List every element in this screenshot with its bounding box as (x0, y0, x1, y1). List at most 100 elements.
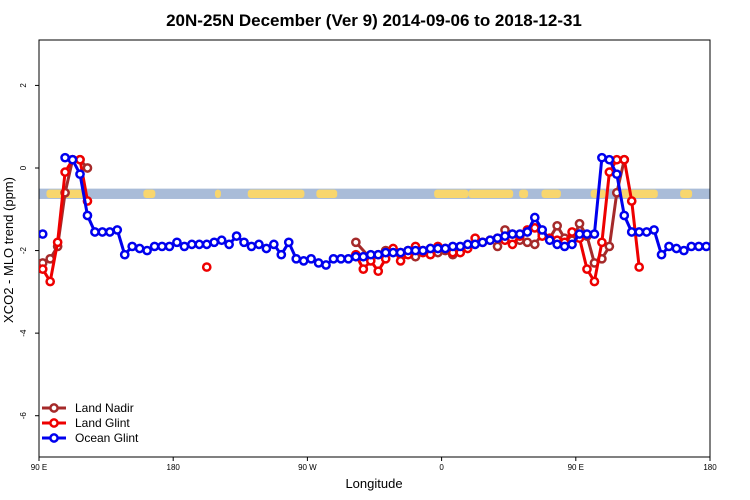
map-strip (39, 188, 710, 199)
legend-label: Land Glint (75, 416, 130, 430)
data-point-ocean-glint (634, 227, 645, 237)
legend-label: Land Nadir (75, 401, 134, 415)
data-point-ocean-glint (39, 229, 48, 239)
data-point-ocean-glint (298, 256, 309, 266)
data-point-ocean-glint (194, 239, 205, 250)
data-point-ocean-glint (313, 258, 324, 268)
data-point-ocean-glint (60, 152, 70, 163)
y-tick-label: -6 (19, 412, 28, 420)
data-point-ocean-glint (447, 241, 458, 252)
data-point-land-glint (611, 154, 622, 165)
data-point-land-nadir (604, 241, 615, 252)
data-point-ocean-glint (470, 239, 480, 250)
data-point-land-glint (619, 154, 630, 165)
y-axis: 2 0 -2 -4 -6 (19, 83, 39, 420)
y-tick-label: -2 (19, 246, 28, 254)
data-point-ocean-glint (351, 251, 361, 262)
data-point-land-glint (604, 167, 615, 177)
data-point-ocean-glint (172, 237, 182, 248)
data-point-ocean-glint (701, 241, 710, 252)
data-point-land-glint (634, 262, 645, 272)
data-point-ocean-glint (425, 243, 436, 254)
y-axis-label: XCO2 - MLO trend (ppm) (1, 177, 16, 323)
data-point-ocean-glint (619, 210, 630, 221)
data-point-ocean-glint (365, 249, 376, 260)
data-point-land-glint (60, 167, 70, 177)
map-strip-land (316, 189, 338, 198)
data-point-land-glint (582, 264, 592, 274)
map-strip-land (620, 189, 658, 198)
map-strip-land (468, 189, 514, 198)
data-point-land-glint (201, 262, 212, 272)
map-strip-land (214, 189, 221, 198)
x-tick-label: 90 E (568, 463, 584, 472)
data-point-land-nadir (529, 239, 540, 250)
y-tick-label: 2 (19, 83, 28, 88)
data-point-ocean-glint (186, 239, 197, 250)
data-point-ocean-glint (75, 169, 85, 180)
legend-marker (49, 403, 59, 413)
data-point-ocean-glint (403, 245, 413, 256)
data-point-land-glint (597, 237, 607, 248)
series-layer (39, 152, 710, 287)
data-point-land-glint (39, 264, 48, 274)
data-point-ocean-glint (119, 249, 130, 260)
data-point-ocean-glint (90, 227, 100, 237)
data-point-ocean-glint (104, 227, 115, 237)
legend-marker (49, 433, 59, 443)
data-point-ocean-glint (179, 241, 190, 252)
data-point-land-nadir (522, 237, 533, 248)
data-point-ocean-glint (656, 249, 667, 260)
legend-marker (49, 418, 59, 428)
map-strip-land (519, 189, 529, 198)
data-point-ocean-glint (485, 235, 495, 246)
data-point-ocean-glint (679, 245, 689, 256)
data-point-ocean-glint (246, 241, 257, 252)
data-point-ocean-glint (112, 225, 123, 235)
data-point-ocean-glint (216, 235, 227, 246)
data-point-ocean-glint (500, 231, 510, 241)
x-tick-label: 90 E (31, 463, 47, 472)
data-point-ocean-glint (388, 247, 398, 258)
x-axis-label: Longitude (345, 476, 402, 491)
data-point-ocean-glint (455, 241, 466, 252)
x-tick-label: 180 (167, 463, 181, 472)
legend-label: Ocean Glint (75, 431, 139, 445)
data-point-ocean-glint (231, 231, 242, 241)
data-point-ocean-glint (134, 243, 145, 254)
data-point-ocean-glint (336, 253, 346, 264)
data-point-ocean-glint (343, 253, 354, 264)
data-point-ocean-glint (82, 210, 93, 221)
data-point-ocean-glint (589, 229, 600, 239)
x-axis: 90 E 180 90 W 0 90 E 180 (31, 457, 717, 472)
y-tick-label: 0 (19, 165, 28, 170)
data-point-ocean-glint (224, 239, 234, 250)
data-point-ocean-glint (276, 249, 287, 260)
data-point-ocean-glint (686, 241, 697, 252)
data-point-ocean-glint (515, 229, 525, 239)
data-point-land-glint (395, 256, 406, 266)
map-strip-land (247, 189, 305, 198)
data-point-ocean-glint (373, 249, 384, 260)
data-point-ocean-glint (693, 241, 704, 252)
data-point-ocean-glint (395, 247, 406, 258)
data-point-ocean-glint (97, 227, 108, 237)
data-point-ocean-glint (611, 169, 622, 180)
data-point-ocean-glint (142, 245, 152, 256)
map-strip-ocean (39, 188, 710, 199)
data-point-ocean-glint (321, 260, 331, 270)
data-point-ocean-glint (582, 229, 592, 239)
data-point-ocean-glint (671, 243, 682, 254)
data-point-ocean-glint (127, 241, 138, 252)
data-point-ocean-glint (507, 229, 518, 239)
series-land-glint (39, 154, 645, 287)
data-point-ocean-glint (254, 239, 264, 250)
data-point-land-glint (75, 154, 85, 165)
data-point-ocean-glint (559, 241, 570, 252)
series-ocean-glint (39, 152, 710, 270)
data-point-ocean-glint (641, 227, 652, 237)
data-point-ocean-glint (239, 237, 249, 248)
data-point-ocean-glint (433, 243, 443, 254)
data-point-land-glint (626, 196, 637, 206)
data-point-ocean-glint (492, 233, 503, 244)
